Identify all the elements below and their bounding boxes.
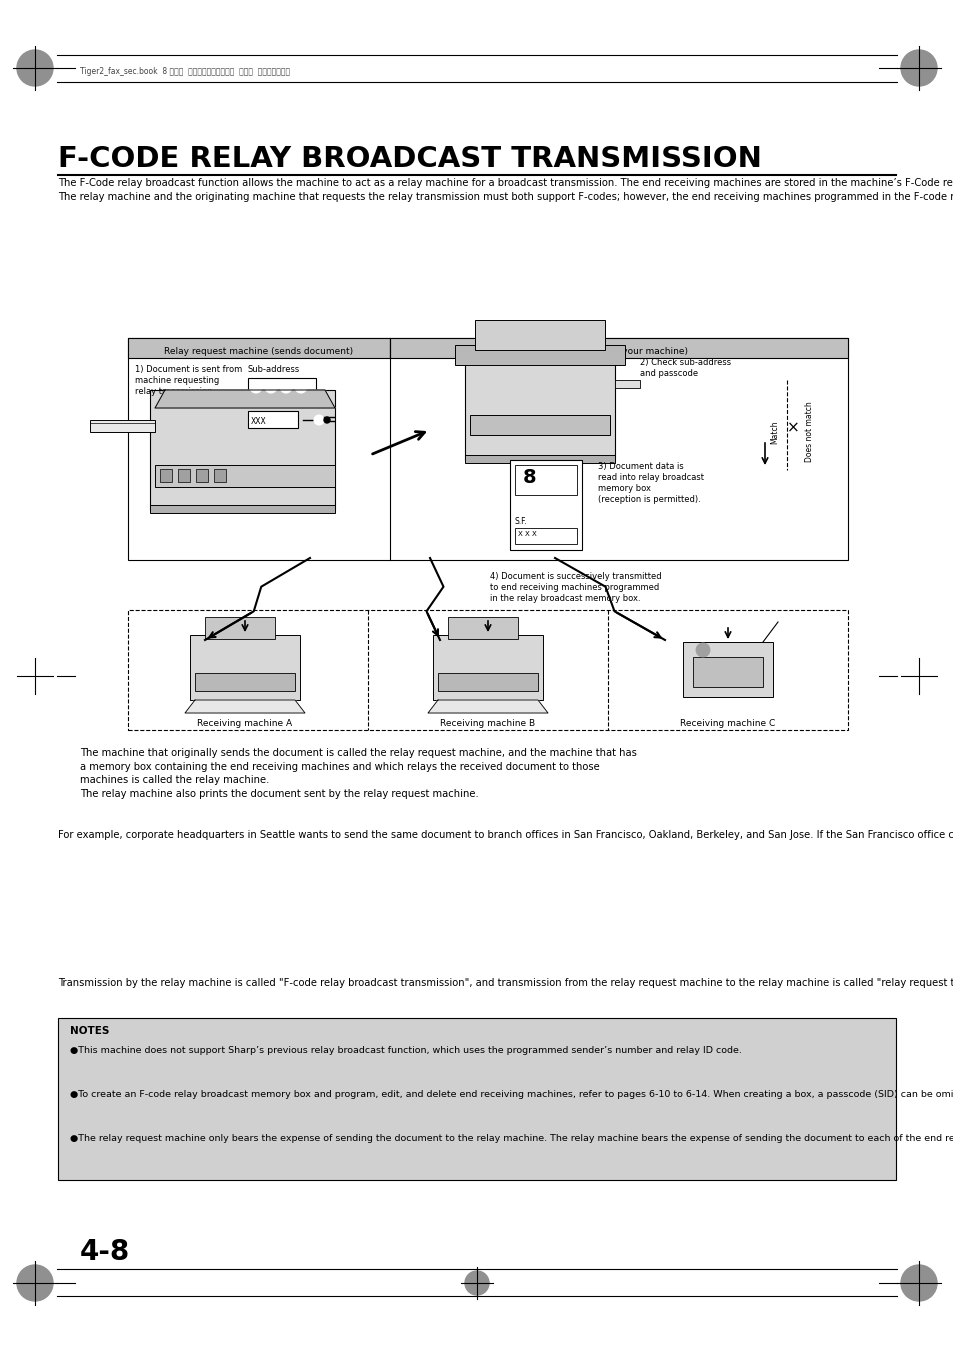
Text: Tiger2_fax_sec.book  8 ページ  ２００４年９月１６日  木曜日  午前８時５３分: Tiger2_fax_sec.book 8 ページ ２００４年９月１６日 木曜日…: [80, 68, 290, 77]
Text: Passcode: Passcode: [248, 400, 287, 409]
Circle shape: [554, 503, 563, 512]
Text: Does not match: Does not match: [804, 401, 814, 462]
Bar: [248, 378, 315, 396]
Text: 2) Check sub-address
and passcode: 2) Check sub-address and passcode: [639, 358, 730, 378]
Text: Relay request machine (sends document): Relay request machine (sends document): [164, 347, 354, 357]
Bar: [390, 338, 847, 358]
Polygon shape: [154, 390, 335, 408]
Bar: [154, 465, 335, 486]
Bar: [448, 617, 517, 639]
Text: XXX: XXX: [251, 416, 267, 426]
Text: F-CODE RELAY BROADCAST TRANSMISSION: F-CODE RELAY BROADCAST TRANSMISSION: [58, 145, 761, 173]
Text: NOTES: NOTES: [70, 1025, 110, 1036]
Circle shape: [696, 643, 709, 657]
Circle shape: [17, 50, 53, 86]
Circle shape: [250, 381, 262, 393]
Bar: [437, 673, 537, 690]
Bar: [195, 469, 208, 482]
Bar: [248, 411, 297, 428]
Polygon shape: [185, 700, 305, 713]
Circle shape: [900, 1265, 936, 1301]
Text: 4-8: 4-8: [80, 1238, 131, 1266]
Bar: [58, 1019, 895, 1179]
Text: The machine that originally sends the document is called the relay request machi: The machine that originally sends the do…: [80, 748, 637, 798]
Text: 4) Document is successively transmitted
to end receiving machines programmed
in : 4) Document is successively transmitted …: [490, 571, 661, 603]
Bar: [190, 635, 299, 700]
Bar: [213, 469, 226, 482]
Text: ●The relay request machine only bears the expense of sending the document to the: ●The relay request machine only bears th…: [70, 1133, 953, 1143]
Bar: [128, 611, 847, 730]
Bar: [475, 320, 604, 350]
Text: For example, corporate headquarters in Seattle wants to send the same document t: For example, corporate headquarters in S…: [58, 830, 953, 840]
Circle shape: [280, 381, 292, 393]
Text: Transmission by the relay machine is called "F-code relay broadcast transmission: Transmission by the relay machine is cal…: [58, 978, 953, 988]
Circle shape: [17, 1265, 53, 1301]
Bar: [464, 455, 615, 463]
Bar: [160, 469, 172, 482]
Bar: [692, 657, 762, 688]
Text: ●To create an F-code relay broadcast memory box and program, edit, and delete en: ●To create an F-code relay broadcast mem…: [70, 1090, 953, 1098]
Bar: [128, 338, 390, 358]
Text: Receiving machine B: Receiving machine B: [440, 719, 535, 727]
Bar: [150, 505, 335, 513]
Circle shape: [464, 1271, 489, 1296]
Text: 8: 8: [522, 467, 537, 486]
Bar: [615, 380, 639, 388]
Text: The F-Code relay broadcast function allows the machine to act as a relay machine: The F-Code relay broadcast function allo…: [58, 178, 953, 201]
Circle shape: [527, 503, 537, 512]
Circle shape: [314, 415, 324, 426]
Text: Receiving machine C: Receiving machine C: [679, 719, 775, 727]
Bar: [515, 528, 577, 544]
Bar: [470, 415, 609, 435]
Bar: [194, 673, 294, 690]
Bar: [464, 359, 615, 459]
Text: Match: Match: [770, 420, 779, 443]
Bar: [90, 420, 154, 432]
Text: 1) Document is sent from
machine requesting
relay transmission: 1) Document is sent from machine request…: [135, 365, 242, 396]
Text: X X X: X X X: [517, 531, 537, 536]
Bar: [128, 338, 847, 561]
Text: Receiving machine A: Receiving machine A: [197, 719, 293, 727]
Text: S.F.: S.F.: [515, 517, 527, 526]
Text: Relay machine (your machine): Relay machine (your machine): [549, 347, 688, 357]
Circle shape: [265, 381, 276, 393]
Bar: [510, 459, 581, 550]
Bar: [682, 642, 772, 697]
Bar: [515, 465, 577, 494]
Polygon shape: [428, 700, 547, 713]
Text: ×: ×: [786, 420, 799, 435]
Bar: [150, 390, 335, 509]
Bar: [433, 635, 542, 700]
Bar: [455, 345, 624, 365]
Text: ●This machine does not support Sharp’s previous relay broadcast function, which : ●This machine does not support Sharp’s p…: [70, 1046, 741, 1055]
Circle shape: [294, 381, 307, 393]
Text: 3) Document data is
read into relay broadcast
memory box
(reception is permitted: 3) Document data is read into relay broa…: [598, 462, 703, 504]
Bar: [178, 469, 190, 482]
Bar: [205, 617, 274, 639]
Text: Sub-address: Sub-address: [248, 365, 300, 374]
Circle shape: [900, 50, 936, 86]
Circle shape: [540, 503, 551, 512]
Circle shape: [324, 417, 330, 423]
Circle shape: [515, 503, 524, 512]
